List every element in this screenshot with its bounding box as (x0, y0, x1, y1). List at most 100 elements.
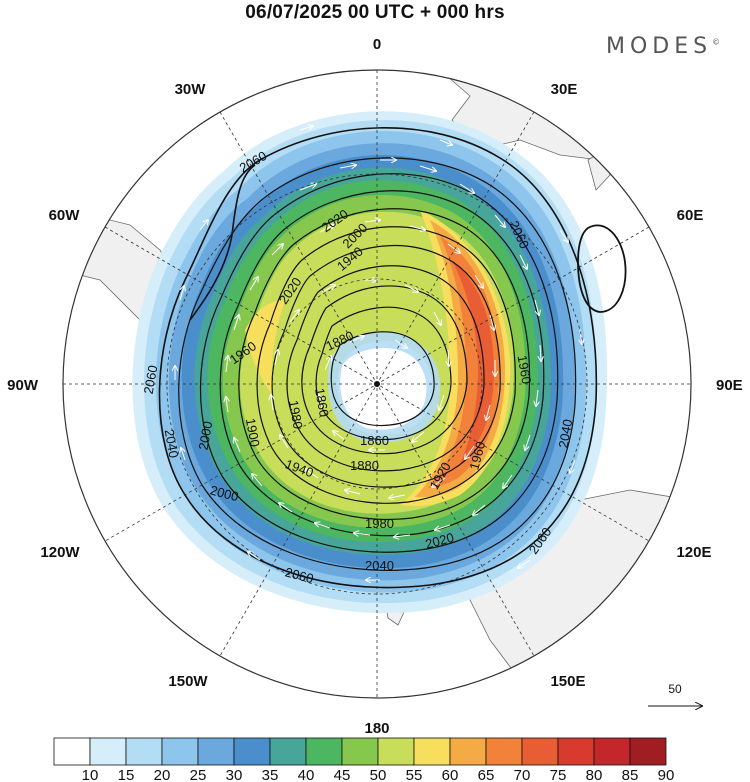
wind-vector (333, 431, 346, 441)
colorbar-swatch (485, 737, 523, 766)
wind-vector (271, 395, 273, 411)
wind-vector (435, 524, 451, 530)
wind-vector (494, 214, 505, 227)
lon-label-90e: 90E (716, 377, 743, 394)
wind-vector (345, 490, 361, 495)
wind-vector (404, 284, 418, 292)
wind-vector (486, 404, 491, 420)
contour-label: 2060 (283, 564, 315, 586)
contour-1860 (330, 331, 435, 427)
wind-vector (354, 533, 371, 535)
wind-vector (409, 225, 425, 230)
wind-vector (503, 474, 513, 488)
wind-vector (249, 277, 258, 291)
wind-vector (252, 474, 263, 487)
wind-vector (226, 397, 228, 413)
colorbar-tick-label: 25 (190, 767, 207, 782)
colorbar-swatch (413, 737, 451, 766)
wind-vector (474, 274, 483, 288)
colorbar-tick-label: 55 (406, 767, 423, 782)
brand-logo: MODES© (606, 34, 720, 59)
colorbar-swatch (449, 737, 487, 766)
lon-label-0: 0 (373, 36, 381, 53)
wind-vector (433, 311, 441, 325)
contour-label: 1900 (243, 417, 263, 448)
wind-vector (559, 229, 568, 242)
wind-vector (389, 495, 406, 498)
colorbar-swatch (89, 737, 127, 766)
colorbar: 10 15 20 25 30 35 40 45 50 55 60 65 70 75 80 85 90 (53, 737, 674, 782)
colorbar-tick-label: 65 (478, 767, 495, 782)
colorbar-swatch (377, 737, 415, 766)
map-title: 06/07/2025 00 UTC + 000 hrs (245, 2, 505, 23)
contour-2060-outer-w (189, 164, 256, 321)
contour-2020 (199, 173, 559, 553)
colorbar-swatch (233, 737, 271, 766)
lon-label-120e: 120E (676, 544, 711, 561)
colorbar-tick-label: 15 (118, 767, 135, 782)
contour-60e-closed (577, 224, 627, 313)
contour-label: 2020 (424, 530, 456, 552)
brand-name: MODES (606, 34, 713, 59)
colorbar-tick-label: 80 (586, 767, 603, 782)
contour-label: 1980 (286, 399, 306, 430)
colorbar-tick-label: 30 (226, 767, 243, 782)
speed-55-west (245, 300, 285, 395)
wind-vector (315, 523, 331, 529)
wind-vector (279, 503, 293, 513)
wind-vector (179, 286, 184, 301)
wind-vector (439, 394, 445, 410)
wind-vector (394, 339, 407, 348)
colorbar-swatch (125, 737, 163, 766)
colorbar-tick-label: 85 (622, 767, 639, 782)
colorbar-tick-label: 20 (154, 767, 171, 782)
wind-vector (275, 350, 278, 366)
colorbar-swatch (341, 737, 379, 766)
wind-vector (355, 407, 366, 416)
wind-vector (339, 165, 356, 168)
colorbar-tick-label: 60 (442, 767, 459, 782)
height-contours (158, 127, 627, 589)
colorbar-swatch (557, 737, 595, 766)
reference-vector-label: 50 (668, 682, 682, 696)
contour-label: 1860 (360, 433, 389, 448)
speed-inner-calm (337, 341, 433, 435)
speed-70 (452, 260, 494, 465)
longitude-label-group: 0 30E 60E 90E 120E 150E 180 150W 120W 90… (7, 36, 743, 737)
wind-vector (394, 409, 406, 418)
wind-vector (412, 431, 425, 442)
wind-vector (489, 314, 494, 330)
contour-1900 (301, 285, 468, 455)
wind-vector (199, 220, 208, 231)
wind-vector (280, 435, 289, 449)
colorbar-tick-label: 50 (370, 767, 387, 782)
lon-label-30e: 30E (551, 81, 578, 98)
wind-vector (432, 477, 446, 487)
wind-vector (324, 356, 331, 371)
lon-label-180: 180 (364, 720, 389, 737)
wind-vector (525, 434, 531, 450)
contour-1920 (286, 265, 485, 472)
wind-vector (465, 445, 475, 459)
contour-label: 2000 (208, 482, 240, 504)
wind-vector (540, 344, 541, 361)
colorbar-swatch (197, 737, 235, 766)
colorbar-tick-label: 35 (262, 767, 279, 782)
contour-label: 1880 (350, 458, 379, 473)
contour-2060 (158, 127, 598, 589)
wind-vector (459, 183, 474, 193)
lon-label-90w: 90W (7, 377, 39, 394)
wind-vector (299, 126, 313, 131)
wind-vector (394, 535, 411, 537)
contour-label: 2040 (365, 558, 394, 573)
colorbar-swatch (161, 737, 199, 766)
wind-vector (226, 356, 228, 373)
wind-vector (289, 310, 299, 323)
wind-vector (448, 349, 449, 366)
wind-speed-shading (132, 111, 608, 614)
colorbar-tick-label: 40 (298, 767, 315, 782)
latitude-circle (271, 278, 483, 490)
lon-label-30w: 30W (175, 81, 207, 98)
colorbar-swatch (269, 737, 307, 766)
